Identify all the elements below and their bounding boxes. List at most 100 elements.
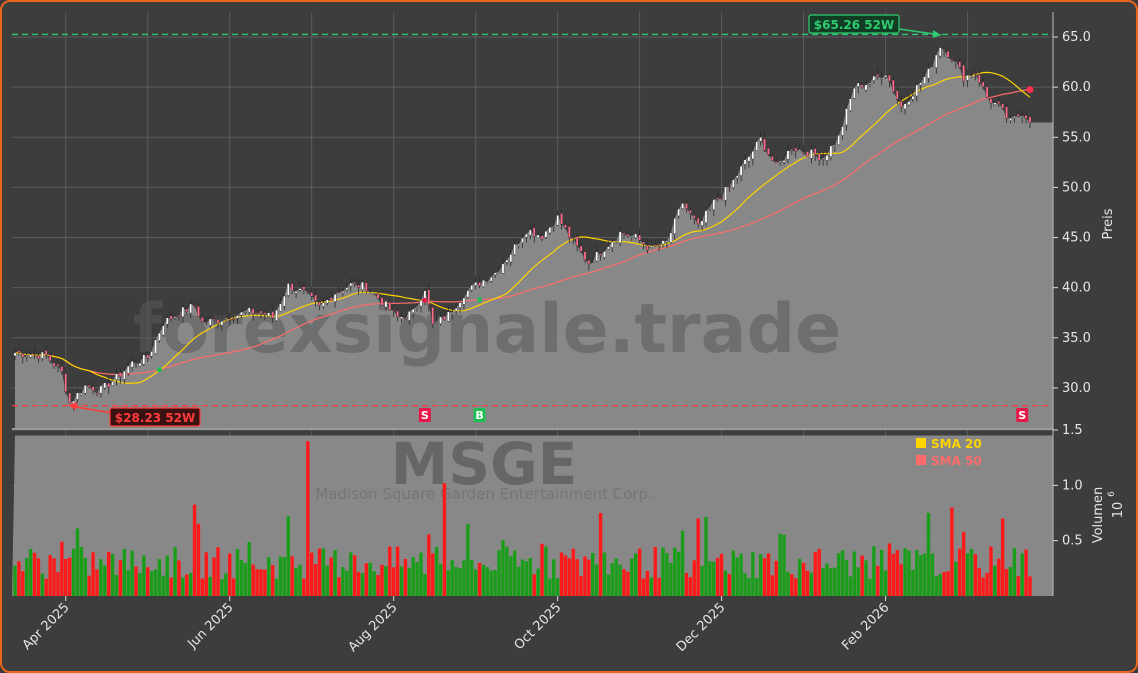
candle	[700, 219, 704, 231]
volume-bar	[208, 576, 212, 596]
volume-bar	[758, 554, 763, 596]
annotations: $65.26 52W $28.23 52W	[68, 14, 942, 427]
volume-bar	[817, 548, 821, 596]
volume-bar	[548, 578, 552, 596]
candle	[236, 314, 239, 324]
candle	[517, 240, 520, 249]
volume-bar	[200, 578, 205, 596]
volume-bar	[25, 558, 29, 596]
volume-bar	[950, 507, 954, 596]
candle	[1009, 114, 1012, 124]
candle	[392, 303, 395, 318]
volume-bar	[887, 543, 892, 596]
candle	[119, 368, 122, 384]
volume-bar	[579, 575, 583, 596]
volume-bar	[442, 483, 447, 596]
volume-bar	[376, 575, 380, 596]
volume-bar	[60, 541, 64, 596]
candle	[372, 292, 376, 296]
volume-bar	[243, 562, 248, 596]
price-tick-label: 40.0	[1062, 281, 1091, 296]
signal-b: B	[473, 408, 486, 422]
volume-bar	[153, 569, 158, 596]
volume-bar	[71, 548, 76, 596]
volume-bar	[126, 570, 130, 596]
candle	[181, 303, 185, 323]
candle	[52, 361, 56, 369]
candle	[29, 350, 32, 359]
volume-bar	[704, 516, 708, 596]
volume-bar	[403, 558, 408, 596]
candle	[993, 101, 997, 107]
volume-bar	[149, 571, 154, 596]
volume-bar	[587, 559, 591, 596]
volume-bar	[879, 549, 884, 596]
volume-bar	[52, 558, 56, 596]
svg-text:SMA 50: SMA 50	[931, 454, 982, 468]
candle	[407, 306, 411, 326]
candle	[946, 50, 950, 59]
candle	[228, 312, 232, 326]
volume-bar	[1012, 548, 1017, 596]
candle	[864, 80, 868, 92]
volume-bar	[298, 564, 302, 596]
volume-bar	[528, 557, 533, 596]
candle	[653, 240, 657, 247]
volume-bar	[731, 550, 736, 596]
volume-bar	[17, 561, 21, 596]
volume-bar	[684, 572, 689, 596]
volume-bar	[489, 570, 493, 596]
candle	[575, 233, 579, 252]
candle	[376, 291, 380, 300]
candle	[165, 314, 169, 328]
candle	[743, 154, 747, 170]
volume-bar	[883, 570, 888, 596]
volume-bar	[267, 557, 271, 596]
volume-bar	[899, 564, 903, 596]
volume-bar	[165, 555, 169, 596]
candle	[294, 287, 298, 299]
volume-bar	[356, 571, 361, 596]
volume-bar	[259, 569, 263, 596]
volume-bar	[103, 565, 107, 596]
volume-bar	[715, 557, 720, 596]
volume-bar	[470, 559, 474, 596]
volume-bar	[36, 558, 41, 596]
reference-lines	[12, 33, 1053, 430]
volume-tick-label: 1.0	[1062, 478, 1083, 493]
candle	[868, 77, 872, 88]
sma-end-dot	[1026, 86, 1034, 94]
candle	[60, 360, 64, 375]
candle	[771, 152, 774, 161]
candle	[642, 238, 645, 250]
candle	[244, 310, 247, 315]
volume-bar	[481, 564, 486, 596]
volume-bar	[485, 567, 490, 596]
candle	[782, 153, 786, 165]
candle	[1016, 110, 1020, 118]
candle	[860, 82, 864, 90]
candle	[201, 315, 204, 323]
candle	[400, 310, 403, 323]
volume-bar	[997, 558, 1001, 596]
x-tick-label: Apr 2025	[20, 600, 73, 653]
candle	[892, 75, 895, 94]
candle	[33, 347, 36, 359]
candle	[146, 350, 150, 363]
crossover-dot	[477, 297, 483, 303]
candle	[123, 368, 126, 384]
volume-bar	[407, 567, 411, 596]
volume-bar	[676, 551, 681, 596]
candle	[638, 228, 641, 244]
candle	[618, 226, 622, 247]
volume-bar	[286, 516, 290, 596]
candle	[486, 278, 489, 284]
volume-bar	[173, 547, 177, 596]
volume-bar	[665, 553, 669, 596]
candle	[872, 75, 876, 84]
volume-bar	[735, 557, 739, 596]
candle	[173, 313, 177, 320]
volume-bar	[177, 560, 181, 596]
candle	[970, 71, 973, 78]
candle	[747, 153, 751, 169]
